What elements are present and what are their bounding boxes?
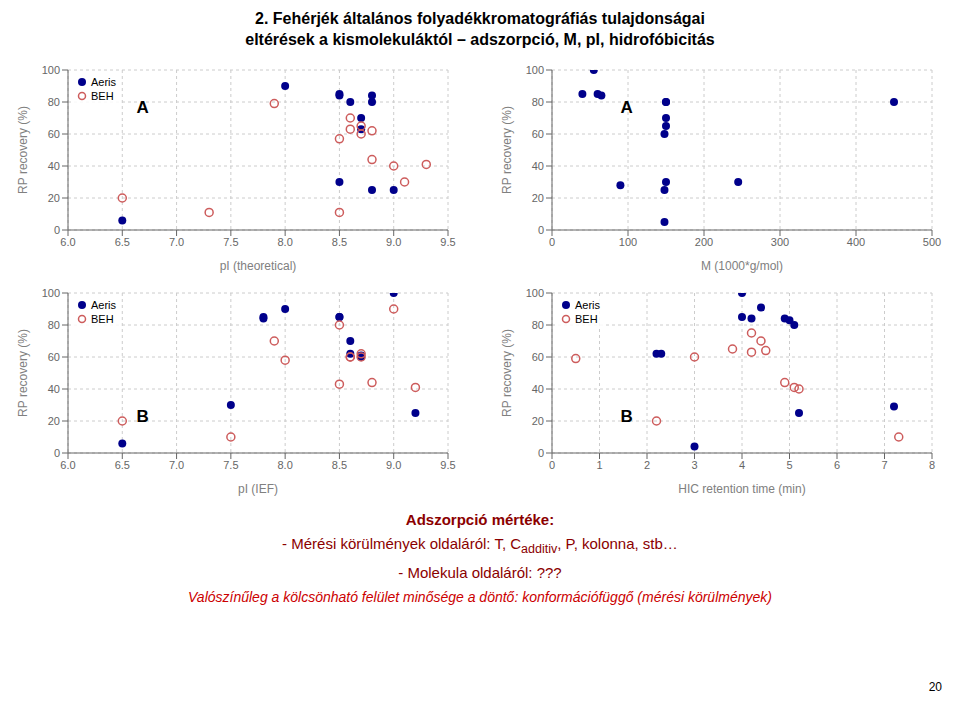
svg-text:pI (theoretical): pI (theoretical) — [220, 259, 297, 273]
svg-text:20: 20 — [48, 415, 60, 427]
svg-text:60: 60 — [532, 351, 544, 363]
html-text:A: A — [136, 97, 149, 117]
svg-text:300: 300 — [771, 236, 789, 248]
svg-text:RP recovery (%): RP recovery (%) — [16, 329, 30, 417]
html-text:BEH: BEH — [575, 313, 598, 325]
svg-text:60: 60 — [48, 351, 60, 363]
html-text:- Molekula oldaláról: ???: - Molekula oldaláról: ??? — [398, 564, 562, 581]
svg-text:7.5: 7.5 — [223, 236, 238, 248]
svg-text:7: 7 — [881, 459, 887, 471]
svg-text:200: 200 — [695, 236, 713, 248]
html-text:Aeris: Aeris — [91, 299, 117, 311]
svg-text:RP recovery (%): RP recovery (%) — [16, 106, 30, 194]
svg-text:0: 0 — [549, 459, 555, 471]
html-text:Valószínűleg a kölcsönható fel: Valószínűleg a kölcsönható felület minős… — [188, 589, 772, 605]
svg-text:8.5: 8.5 — [332, 236, 347, 248]
svg-text:80: 80 — [48, 96, 60, 108]
html-text:- Mérési körülmények oldaláról: - Mérési körülmények oldaláról: T, Caddi… — [282, 535, 678, 556]
svg-text:400: 400 — [847, 236, 865, 248]
svg-text:40: 40 — [48, 383, 60, 395]
svg-text:RP recovery (%): RP recovery (%) — [500, 329, 514, 417]
svg-text:0: 0 — [538, 224, 544, 236]
svg-text:6.5: 6.5 — [115, 236, 130, 248]
svg-text:0: 0 — [538, 447, 544, 459]
html-text:Aeris: Aeris — [91, 76, 117, 88]
svg-text:6: 6 — [834, 459, 840, 471]
svg-text:pI (IEF): pI (IEF) — [238, 482, 278, 496]
svg-text:40: 40 — [48, 160, 60, 172]
html-text:B: B — [136, 407, 149, 427]
svg-text:80: 80 — [48, 319, 60, 331]
svg-text:80: 80 — [532, 319, 544, 331]
svg-text:500: 500 — [923, 236, 941, 248]
svg-text:0: 0 — [54, 224, 60, 236]
html-text:A: A — [620, 97, 633, 117]
html-text:Aeris: Aeris — [575, 299, 601, 311]
svg-text:9.5: 9.5 — [440, 459, 455, 471]
html-text:eltérések a kismolekuláktól –: eltérések a kismolekuláktól – adszorpció… — [245, 31, 715, 48]
html-text:Adszorpció mértéke:: Adszorpció mértéke: — [405, 511, 555, 528]
svg-text:100: 100 — [619, 236, 637, 248]
html-text:B: B — [620, 407, 633, 427]
html-text:BEH: BEH — [91, 90, 114, 102]
html-text:2. Fehérjék általános folyadék: 2. Fehérjék általános folyadékkromatográ… — [255, 10, 705, 27]
svg-text:100: 100 — [42, 287, 60, 299]
html-text:20: 20 — [928, 680, 942, 694]
svg-text:20: 20 — [532, 415, 544, 427]
svg-text:3: 3 — [691, 459, 697, 471]
svg-text:8.0: 8.0 — [277, 459, 292, 471]
svg-text:9.0: 9.0 — [386, 459, 401, 471]
svg-text:7.0: 7.0 — [169, 236, 184, 248]
svg-text:6.0: 6.0 — [60, 459, 75, 471]
svg-text:5: 5 — [786, 459, 792, 471]
svg-text:7.5: 7.5 — [223, 459, 238, 471]
svg-text:20: 20 — [48, 192, 60, 204]
svg-text:40: 40 — [532, 160, 544, 172]
svg-text:4: 4 — [739, 459, 745, 471]
svg-text:6.5: 6.5 — [115, 459, 130, 471]
svg-text:100: 100 — [42, 64, 60, 76]
svg-text:0: 0 — [54, 447, 60, 459]
svg-text:9.0: 9.0 — [386, 236, 401, 248]
svg-text:HIC retention time (min): HIC retention time (min) — [678, 482, 805, 496]
svg-text:60: 60 — [532, 128, 544, 140]
svg-text:8.5: 8.5 — [332, 459, 347, 471]
svg-text:100: 100 — [526, 287, 544, 299]
svg-text:9.5: 9.5 — [440, 236, 455, 248]
svg-text:20: 20 — [532, 192, 544, 204]
html-text:BEH: BEH — [91, 313, 114, 325]
svg-text:8.0: 8.0 — [277, 236, 292, 248]
svg-text:100: 100 — [526, 64, 544, 76]
svg-text:80: 80 — [532, 96, 544, 108]
svg-text:0: 0 — [549, 236, 555, 248]
svg-text:8: 8 — [929, 459, 935, 471]
svg-text:1: 1 — [596, 459, 602, 471]
svg-text:40: 40 — [532, 383, 544, 395]
svg-text:60: 60 — [48, 128, 60, 140]
svg-text:RP recovery (%): RP recovery (%) — [500, 106, 514, 194]
svg-text:6.0: 6.0 — [60, 236, 75, 248]
svg-text:2: 2 — [644, 459, 650, 471]
svg-text:M (1000*g/mol): M (1000*g/mol) — [701, 259, 783, 273]
svg-text:7.0: 7.0 — [169, 459, 184, 471]
